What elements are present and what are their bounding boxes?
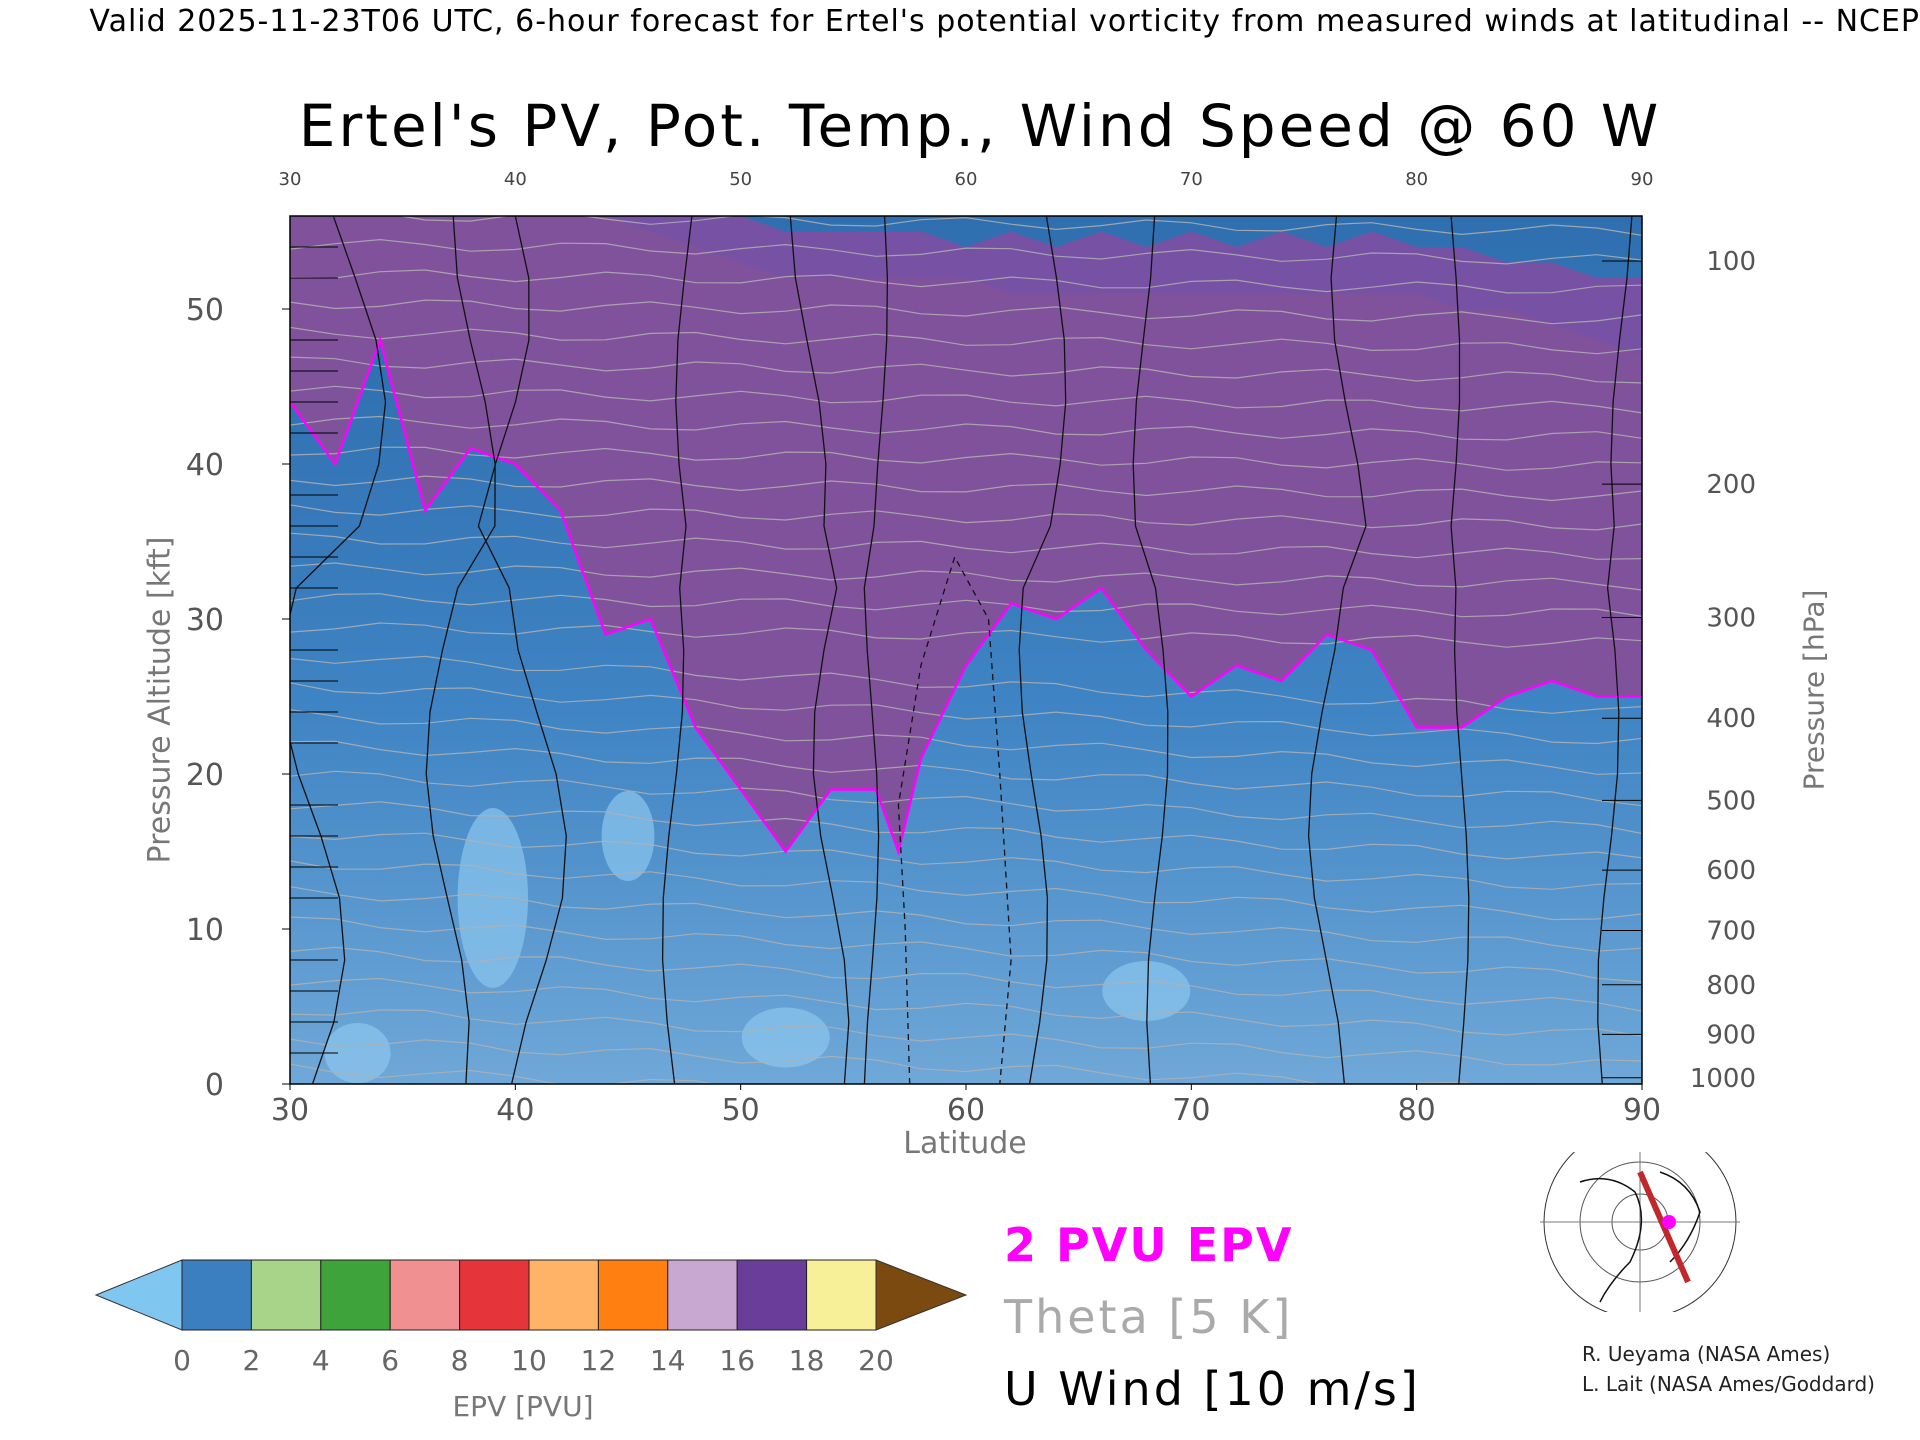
y-tick-label: 10 [186,913,224,948]
x-top-tick-label: 60 [955,169,978,190]
credit-line-2: L. Lait (NASA Ames/Goddard) [1582,1372,1875,1396]
theta-contour [290,1009,1642,1066]
y-tick-label: 40 [186,448,224,483]
x-top-tick-label: 70 [1180,169,1203,190]
pressure-tick-label: 1000 [1690,1064,1756,1094]
x-top-tick-label: 80 [1405,169,1428,190]
x-tick-label: 90 [1623,1093,1661,1128]
y-tick-label: 30 [186,603,224,638]
theta-contour [290,977,1642,1037]
pv-band-troposphere [290,340,1642,1084]
x-top-tick-label: 90 [1631,169,1654,190]
theta-contour [290,886,1642,952]
low-pv-patch [601,791,655,881]
pressure-tick-label: 900 [1706,1020,1756,1050]
theta-contour [290,446,1642,471]
u-wind-contour [1018,216,1067,1084]
pressure-tick-label: 100 [1706,247,1756,277]
low-pv-patch [324,1023,391,1083]
legend-theta: Theta [5 K] [1004,1290,1294,1344]
x-axis-label: Latitude [903,1126,1027,1161]
theta-contour [290,238,1642,265]
pressure-tick-label: 500 [1706,786,1756,816]
pressure-tick-label: 200 [1706,470,1756,500]
theta-contour [290,562,1642,591]
pressure-tick-label: 700 [1706,917,1756,947]
header-text: Valid 2025-11-23T06 UTC, 6-hour forecast… [89,4,1920,39]
theta-contour [290,1063,716,1084]
theta-contour [290,299,1642,325]
u-wind-contour [477,216,567,1084]
theta-contour [290,682,1642,745]
theta-contour [290,860,1642,921]
y-tick-label: 0 [205,1068,224,1103]
u-wind-contour [789,216,850,1084]
u-wind-negative-contour [897,555,1012,1084]
theta-contour [290,740,1642,807]
pressure-tick-label: 600 [1706,856,1756,886]
x-tick-label: 40 [496,1093,534,1128]
x-tick-label: 60 [947,1093,985,1128]
theta-contour [290,475,1642,502]
inset-map-icon [1540,1152,1740,1312]
theta-contour [290,269,1642,294]
x-tick-label: 50 [722,1093,760,1128]
u-wind-contour [1132,216,1169,1084]
u-wind-contour [1307,216,1367,1084]
u-wind-contour [661,216,693,1084]
colorbar-label: EPV [PVU] [452,1390,594,1423]
x-tick-label: 80 [1398,1093,1436,1128]
pressure-tick-label: 800 [1706,971,1756,1001]
theta-contour [290,326,1642,355]
pressure-tick-label: 400 [1706,704,1756,734]
x-top-tick-label: 50 [729,169,752,190]
y-tick-label: 50 [186,293,224,328]
theta-contour [290,655,1642,714]
theta-contour [290,801,1642,860]
theta-contour [290,709,1642,775]
theta-contour [290,532,1642,560]
low-pv-patch [741,1007,830,1068]
theta-contour [290,415,1642,441]
pv-2pvu-contour [290,335,1642,856]
x-tick-label: 30 [271,1093,309,1128]
x-top-tick-label: 30 [279,169,302,190]
theta-contour [290,770,1642,835]
theta-contour [290,916,1642,983]
u-wind-contour [425,216,496,1084]
u-wind-contour [1597,216,1633,1084]
theta-contour [290,1038,1476,1084]
legend-2pvu: 2 PVU EPV [1004,1218,1294,1272]
x-top-tick-label: 40 [504,169,527,190]
chart-title: Ertel's PV, Pot. Temp., Wind Speed @ 60 … [298,92,1662,160]
u-wind-contour [290,216,387,1084]
theta-contour [290,946,1642,1012]
low-pv-patch [1102,961,1191,1021]
theta-contour [290,832,1642,890]
theta-contour [290,593,1642,618]
low-pv-patch [457,808,528,988]
theta-contour [290,385,1642,414]
theta-contour [290,356,1642,384]
legend-u-wind: U Wind [10 m/s] [1004,1362,1421,1416]
credit-line-1: R. Ueyama (NASA Ames) [1582,1342,1831,1366]
x-tick-label: 70 [1172,1093,1210,1128]
y-tick-label: 20 [186,758,224,793]
theta-contour [290,216,1642,236]
u-wind-contour [863,216,889,1084]
pressure-tick-label: 300 [1706,603,1756,633]
u-wind-contour [1450,216,1470,1084]
theta-contour [290,504,1642,531]
